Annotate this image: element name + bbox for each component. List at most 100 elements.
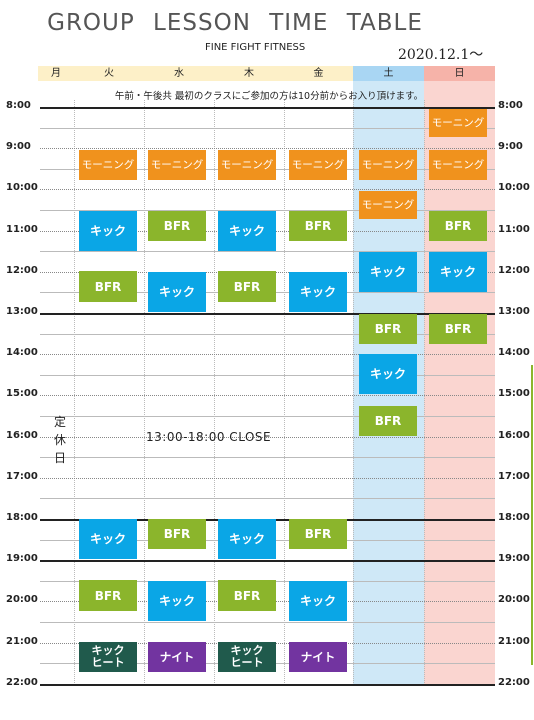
day-header-wed: 水 xyxy=(144,66,214,81)
hour-line xyxy=(40,354,495,356)
time-label-right: 8:00 xyxy=(498,100,523,111)
day-header-thu: 木 xyxy=(214,66,284,81)
column-divider xyxy=(424,100,425,683)
half-hour-line xyxy=(40,457,495,459)
effective-date: 2020.12.1〜 xyxy=(398,47,484,63)
half-hour-line xyxy=(40,374,495,376)
lesson-thu-morning[interactable]: モーニング xyxy=(218,150,276,180)
time-label-left: 20:00 xyxy=(6,594,38,606)
lesson-thu-kick-am[interactable]: キック xyxy=(218,211,276,251)
hour-line xyxy=(40,395,495,397)
lesson-tue-bfr-1930[interactable]: BFR xyxy=(79,580,137,611)
column-divider xyxy=(74,100,75,683)
hour-line xyxy=(40,436,495,438)
time-label-right: 15:00 xyxy=(498,388,530,400)
lesson-sun-morning-2[interactable]: モーニング xyxy=(429,150,487,180)
hour-line xyxy=(40,313,495,315)
lesson-sat-kick-14[interactable]: キック xyxy=(359,354,417,394)
time-label-right: 16:00 xyxy=(498,429,530,441)
lesson-sat-morning-1[interactable]: モーニング xyxy=(359,150,417,180)
lesson-thu-bfr-1930[interactable]: BFR xyxy=(218,580,276,611)
lesson-thu-kick-18[interactable]: キック xyxy=(218,519,276,559)
monday-label-char: 日 xyxy=(54,451,67,465)
time-label-right: 18:00 xyxy=(498,512,530,523)
half-hour-line xyxy=(40,498,495,500)
lesson-tue-morning[interactable]: モーニング xyxy=(79,150,137,180)
column-divider xyxy=(353,100,354,683)
day-header-sun: 日 xyxy=(424,66,495,81)
hour-line xyxy=(40,560,495,563)
time-label-left: 11:00 xyxy=(6,223,38,235)
hour-line xyxy=(40,148,495,150)
lesson-fri-kick-noon[interactable]: キック xyxy=(289,272,347,312)
time-label-left: 13:00 xyxy=(6,306,38,317)
time-label-left: 22:00 xyxy=(6,676,38,688)
time-label-left: 19:00 xyxy=(6,553,38,565)
time-label-right: 12:00 xyxy=(498,264,530,276)
monday-label-char: 休 xyxy=(54,433,67,447)
lesson-thu-bfr-noon[interactable]: BFR xyxy=(218,271,276,302)
time-label-left: 8:00 xyxy=(6,100,31,111)
time-label-left: 18:00 xyxy=(6,512,38,523)
lesson-sat-bfr-15[interactable]: BFR xyxy=(359,406,417,436)
lesson-tue-bfr-noon[interactable]: BFR xyxy=(79,271,137,302)
lesson-tue-kick-heat[interactable]: キック ヒート xyxy=(79,642,137,672)
entry-note: 午前・午後共 最初のクラスにご参加の方は10分前からお入り頂けます。 xyxy=(114,91,424,102)
time-label-left: 9:00 xyxy=(6,141,31,153)
column-divider xyxy=(284,100,285,683)
time-label-left: 12:00 xyxy=(6,264,38,276)
time-label-right: 17:00 xyxy=(498,470,530,482)
lesson-sun-kick-noon[interactable]: キック xyxy=(429,252,487,292)
time-label-right: 14:00 xyxy=(498,347,530,359)
half-hour-line xyxy=(40,333,495,335)
half-hour-line xyxy=(40,251,495,253)
column-divider xyxy=(214,100,215,683)
hour-line xyxy=(40,477,495,479)
lesson-sat-morning-2[interactable]: モーニング xyxy=(359,191,417,219)
half-hour-line xyxy=(40,622,495,623)
page-title: GROUP LESSON TIME TABLE xyxy=(47,10,423,36)
gym-name: FINE FIGHT FITNESS xyxy=(205,42,306,53)
column-divider xyxy=(144,100,145,683)
lesson-wed-kick-noon[interactable]: キック xyxy=(148,272,206,312)
time-label-right: 9:00 xyxy=(498,141,523,153)
lesson-wed-bfr-18[interactable]: BFR xyxy=(148,519,206,549)
lesson-fri-kick-1930[interactable]: キック xyxy=(289,581,347,621)
half-hour-line xyxy=(40,127,495,129)
hour-line xyxy=(40,189,495,191)
half-hour-line xyxy=(40,416,495,417)
lesson-sun-morning-1[interactable]: モーニング xyxy=(429,109,487,137)
day-header-sat: 土 xyxy=(353,66,424,81)
monday-label-char: 定 xyxy=(54,415,67,429)
time-label-right: 20:00 xyxy=(498,594,530,606)
time-label-left: 15:00 xyxy=(6,388,38,400)
time-label-right: 11:00 xyxy=(498,223,530,235)
lesson-wed-night[interactable]: ナイト xyxy=(148,642,206,672)
time-label-left: 10:00 xyxy=(6,182,38,194)
time-label-right: 19:00 xyxy=(498,553,530,565)
lesson-thu-kick-heat[interactable]: キック ヒート xyxy=(218,642,276,672)
lesson-fri-bfr-18[interactable]: BFR xyxy=(289,519,347,549)
time-label-right: 13:00 xyxy=(498,306,530,317)
lesson-tue-kick-am[interactable]: キック xyxy=(79,211,137,251)
day-header-mon: 月 xyxy=(38,66,74,81)
hour-line xyxy=(40,683,495,686)
time-label-left: 17:00 xyxy=(6,470,38,482)
closed-notice: 13:00-18:00 CLOSE xyxy=(146,430,272,444)
lesson-wed-morning[interactable]: モーニング xyxy=(148,150,206,180)
lesson-sat-bfr-13[interactable]: BFR xyxy=(359,314,417,344)
time-label-left: 21:00 xyxy=(6,635,38,647)
time-label-left: 14:00 xyxy=(6,347,38,359)
lesson-fri-morning[interactable]: モーニング xyxy=(289,150,347,180)
lesson-sun-bfr-am[interactable]: BFR xyxy=(429,211,487,241)
right-edge-marker xyxy=(531,365,533,665)
lesson-sun-bfr-13[interactable]: BFR xyxy=(429,314,487,344)
lesson-fri-bfr-am[interactable]: BFR xyxy=(289,211,347,241)
time-label-left: 16:00 xyxy=(6,429,38,441)
half-hour-line xyxy=(40,210,495,211)
lesson-sat-kick-noon[interactable]: キック xyxy=(359,252,417,292)
lesson-tue-kick-18[interactable]: キック xyxy=(79,519,137,559)
lesson-wed-kick-1930[interactable]: キック xyxy=(148,581,206,621)
lesson-wed-bfr-am[interactable]: BFR xyxy=(148,211,206,241)
lesson-fri-night[interactable]: ナイト xyxy=(289,642,347,672)
